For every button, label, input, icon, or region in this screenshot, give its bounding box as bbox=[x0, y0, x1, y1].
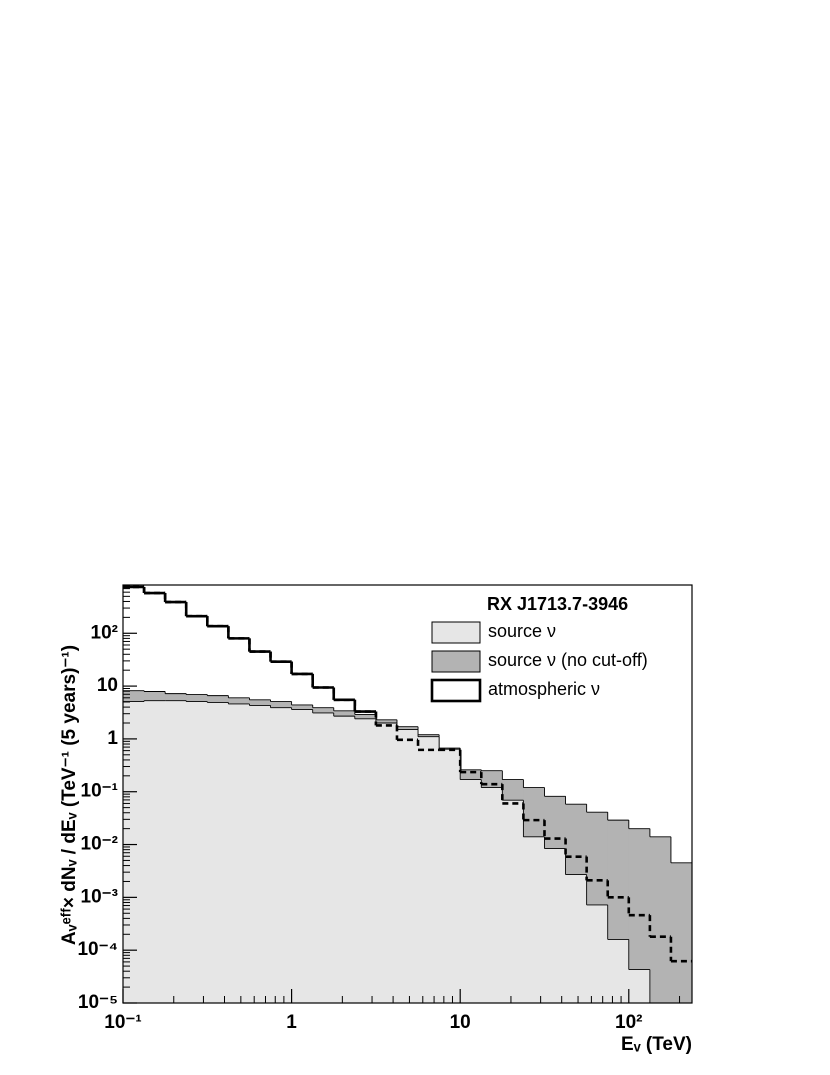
hist-bar bbox=[270, 707, 292, 1003]
x-tick-label: 1 bbox=[286, 1012, 297, 1033]
hist-bar bbox=[165, 700, 187, 1003]
hist-bar bbox=[670, 862, 693, 1003]
hist-bar bbox=[228, 703, 250, 1003]
y-tick-label: 10⁻² bbox=[81, 834, 119, 855]
y-tick-label: 10² bbox=[91, 622, 118, 643]
hist-bar bbox=[186, 701, 208, 1003]
y-tick-label: 10 bbox=[97, 675, 118, 696]
hist-bar bbox=[354, 718, 377, 1003]
x-tick-label: 10 bbox=[450, 1012, 471, 1033]
legend-swatch bbox=[430, 678, 482, 703]
hist-bar bbox=[333, 716, 356, 1003]
hist-bar bbox=[418, 736, 440, 1003]
legend-label: atmospheric ν bbox=[488, 679, 600, 699]
hist-bar bbox=[249, 705, 271, 1003]
hist-bar bbox=[649, 836, 672, 1003]
y-tick-label: 10⁻⁵ bbox=[78, 992, 118, 1013]
hist-bar bbox=[607, 939, 630, 1003]
hist-bar bbox=[396, 729, 419, 1003]
legend-label: source ν (no cut-off) bbox=[488, 650, 648, 670]
hist-bar bbox=[460, 779, 482, 1003]
x-tick-label: 10⁻¹ bbox=[104, 1012, 142, 1033]
hist-bar bbox=[628, 969, 651, 1003]
hist-bar bbox=[291, 709, 314, 1003]
hist-bar bbox=[439, 749, 461, 1003]
hist-bar bbox=[312, 712, 335, 1003]
legend-swatch bbox=[431, 650, 481, 673]
hist-bar bbox=[481, 787, 503, 1003]
x-axis-label: Eᵥ (TeV) bbox=[621, 1034, 692, 1055]
hist-bar bbox=[523, 836, 545, 1003]
legend-swatch bbox=[431, 621, 481, 644]
hist-bar bbox=[586, 904, 609, 1003]
hist-bar bbox=[207, 702, 229, 1003]
hist-bar bbox=[144, 700, 166, 1003]
plot-area bbox=[122, 585, 693, 1003]
legend-label: source ν bbox=[488, 621, 556, 641]
x-tick-label: 10² bbox=[615, 1012, 642, 1033]
hist-bar bbox=[375, 723, 398, 1003]
y-tick-label: 10⁻³ bbox=[81, 886, 119, 907]
y-tick-label: 10⁻¹ bbox=[81, 781, 119, 802]
chart-title: RX J1713.7-3946 bbox=[487, 594, 628, 614]
hist-bar bbox=[502, 800, 524, 1003]
y-tick-label: 1 bbox=[107, 728, 118, 749]
hist-bar bbox=[565, 874, 588, 1003]
y-axis-label: Aᵥᵉᶠᶠ× dNᵥ / dEᵥ (TeV⁻¹ (5 years)⁻¹) bbox=[59, 645, 80, 945]
y-tick-label: 10⁻⁴ bbox=[77, 939, 118, 960]
hist-bar bbox=[123, 701, 145, 1003]
hist-bar bbox=[544, 848, 566, 1003]
